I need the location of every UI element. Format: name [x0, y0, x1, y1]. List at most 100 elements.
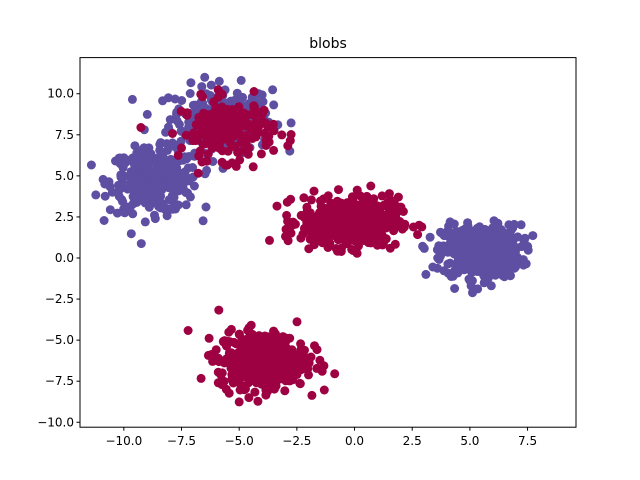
scatter-point: [261, 385, 271, 395]
scatter-point: [280, 366, 290, 376]
scatter-point: [393, 202, 403, 212]
scatter-point: [142, 109, 152, 119]
scatter-point: [418, 241, 428, 251]
scatter-point: [241, 345, 251, 355]
scatter-point: [388, 221, 398, 231]
scatter-point: [258, 97, 268, 107]
scatter-point: [242, 366, 252, 376]
scatter-point: [302, 206, 312, 216]
scatter-point: [230, 95, 240, 105]
scatter-point: [127, 94, 137, 104]
y-tick-label: 7.5: [55, 128, 74, 142]
scatter-point: [112, 208, 122, 218]
scatter-point: [296, 339, 306, 349]
scatter-point: [234, 113, 244, 123]
scatter-point: [164, 167, 174, 177]
scatter-point: [277, 130, 287, 140]
scatter-point: [272, 347, 282, 357]
scatter-point: [136, 123, 146, 132]
scatter-point: [314, 215, 324, 225]
scatter-point: [280, 386, 290, 396]
scatter-point: [248, 333, 258, 343]
x-axis: −10.0 −7.5 −5.0 −2.5 0.0 2.5 5.0 7.5: [105, 427, 537, 448]
scatter-point: [140, 217, 150, 227]
scatter-point: [343, 226, 353, 236]
scatter-point: [520, 233, 530, 243]
scatter-point: [198, 216, 208, 226]
x-tick-label: −10.0: [105, 434, 142, 448]
scatter-point: [226, 363, 236, 373]
scatter-point: [337, 198, 346, 208]
scatter-point: [513, 232, 523, 242]
data-points: [86, 72, 538, 407]
plot-frame: [79, 57, 577, 428]
y-tick-label: 2.5: [55, 210, 74, 224]
scatter-point: [334, 185, 343, 195]
scatter-point: [444, 247, 454, 257]
scatter-point: [183, 326, 193, 335]
scatter-point: [363, 238, 373, 248]
scatter-point: [146, 149, 156, 159]
scatter-point: [462, 247, 472, 257]
scatter-point: [285, 372, 295, 382]
scatter-point: [222, 160, 232, 170]
y-tick-label: −10.0: [37, 415, 74, 429]
scatter-point: [234, 330, 244, 339]
scatter-point: [511, 262, 521, 272]
scatter-point: [234, 102, 244, 112]
scatter-point: [236, 75, 246, 85]
scatter-point: [378, 238, 388, 248]
scatter-point: [296, 233, 306, 243]
scatter-point: [491, 268, 501, 278]
scatter-point: [254, 120, 264, 130]
y-tick-label: 0.0: [55, 251, 74, 265]
scatter-point: [284, 346, 294, 356]
scatter-point: [192, 134, 202, 144]
scatter-point: [213, 367, 223, 377]
scatter-point: [136, 239, 146, 249]
scatter-point: [466, 281, 476, 291]
scatter-point: [139, 143, 149, 153]
x-tick-label: 0.0: [345, 434, 364, 448]
scatter-point: [220, 106, 230, 116]
scatter-point: [206, 80, 216, 90]
scatter-point: [165, 115, 175, 125]
scatter-point: [181, 188, 191, 198]
scatter-point: [164, 195, 174, 205]
scatter-point: [133, 175, 143, 184]
scatter-point: [242, 353, 251, 363]
scatter-point: [147, 192, 156, 202]
scatter-point: [200, 139, 210, 149]
scatter-point: [261, 141, 271, 150]
scatter-point: [318, 234, 328, 244]
scatter-point: [137, 152, 147, 162]
scatter-point: [240, 136, 250, 146]
scatter-point: [234, 397, 244, 407]
scatter-point: [361, 209, 371, 219]
scatter-point: [186, 78, 196, 88]
scatter-point: [168, 204, 178, 214]
scatter-point: [227, 374, 237, 384]
scatter-point: [296, 210, 306, 220]
scatter-point: [421, 269, 431, 279]
scatter-point: [459, 265, 469, 275]
scatter-point: [259, 355, 269, 365]
scatter-point: [340, 207, 350, 217]
scatter-point: [269, 326, 279, 336]
scatter-point: [501, 248, 511, 258]
scatter-point: [325, 238, 335, 248]
scatter-point: [248, 162, 258, 172]
scatter-point: [253, 396, 263, 406]
scatter-point: [158, 152, 168, 162]
scatter-point: [474, 229, 484, 239]
scatter-point: [499, 228, 509, 238]
scatter-point: [155, 185, 165, 195]
scatter-point: [360, 224, 370, 234]
scatter-point: [393, 192, 403, 202]
scatter-point: [217, 146, 227, 156]
scatter-point: [197, 82, 207, 92]
scatter-point: [482, 240, 492, 250]
scatter-point: [173, 150, 183, 160]
scatter-point: [206, 117, 216, 127]
scatter-point: [256, 108, 266, 118]
